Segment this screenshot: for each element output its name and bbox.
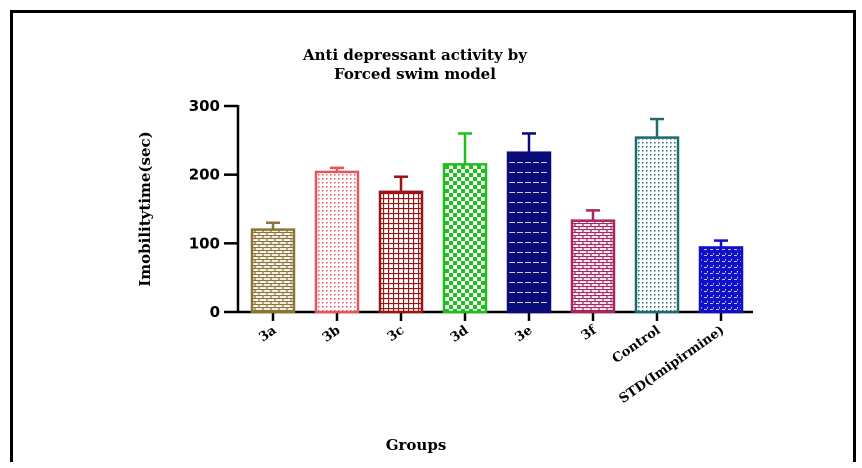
x-tick-label-3d: 3d <box>448 323 471 346</box>
bar-Control <box>634 136 680 314</box>
bar-STD(Imipirmine) <box>698 246 744 314</box>
x-axis-label: Groups <box>386 436 447 454</box>
x-tick-label-3f: 3f <box>579 322 601 343</box>
x-tick-label-3b: 3b <box>320 323 343 346</box>
y-tick-label: 100 <box>189 234 220 252</box>
y-axis-label: Imobilitytime(sec) <box>136 131 154 286</box>
chart-frame: Anti depressant activity by Forced swim … <box>10 10 856 462</box>
bars <box>250 117 744 314</box>
bar-3e <box>506 151 552 314</box>
y-tick-label: 300 <box>189 97 220 115</box>
x-tick-label-STD(Imipirmine): STD(Imipirmine) <box>617 323 728 407</box>
chart-title-line-1: Anti depressant activity by <box>302 46 528 64</box>
x-tick-label-Control: Control <box>610 323 664 367</box>
chart-title-line-2: Forced swim model <box>334 65 496 83</box>
bar-3f <box>570 219 616 314</box>
y-tick-label: 200 <box>189 166 220 184</box>
bar-3a <box>250 228 296 314</box>
x-tick-label-3e: 3e <box>512 323 535 345</box>
x-tick-label-3c: 3c <box>385 323 408 345</box>
bar-3c <box>378 190 424 314</box>
x-tick-label-3a: 3a <box>256 323 279 346</box>
y-tick-label: 0 <box>210 303 220 321</box>
bar-chart: Anti depressant activity by Forced swim … <box>136 46 753 454</box>
bar-3d <box>442 163 488 314</box>
bar-3b <box>314 170 360 314</box>
